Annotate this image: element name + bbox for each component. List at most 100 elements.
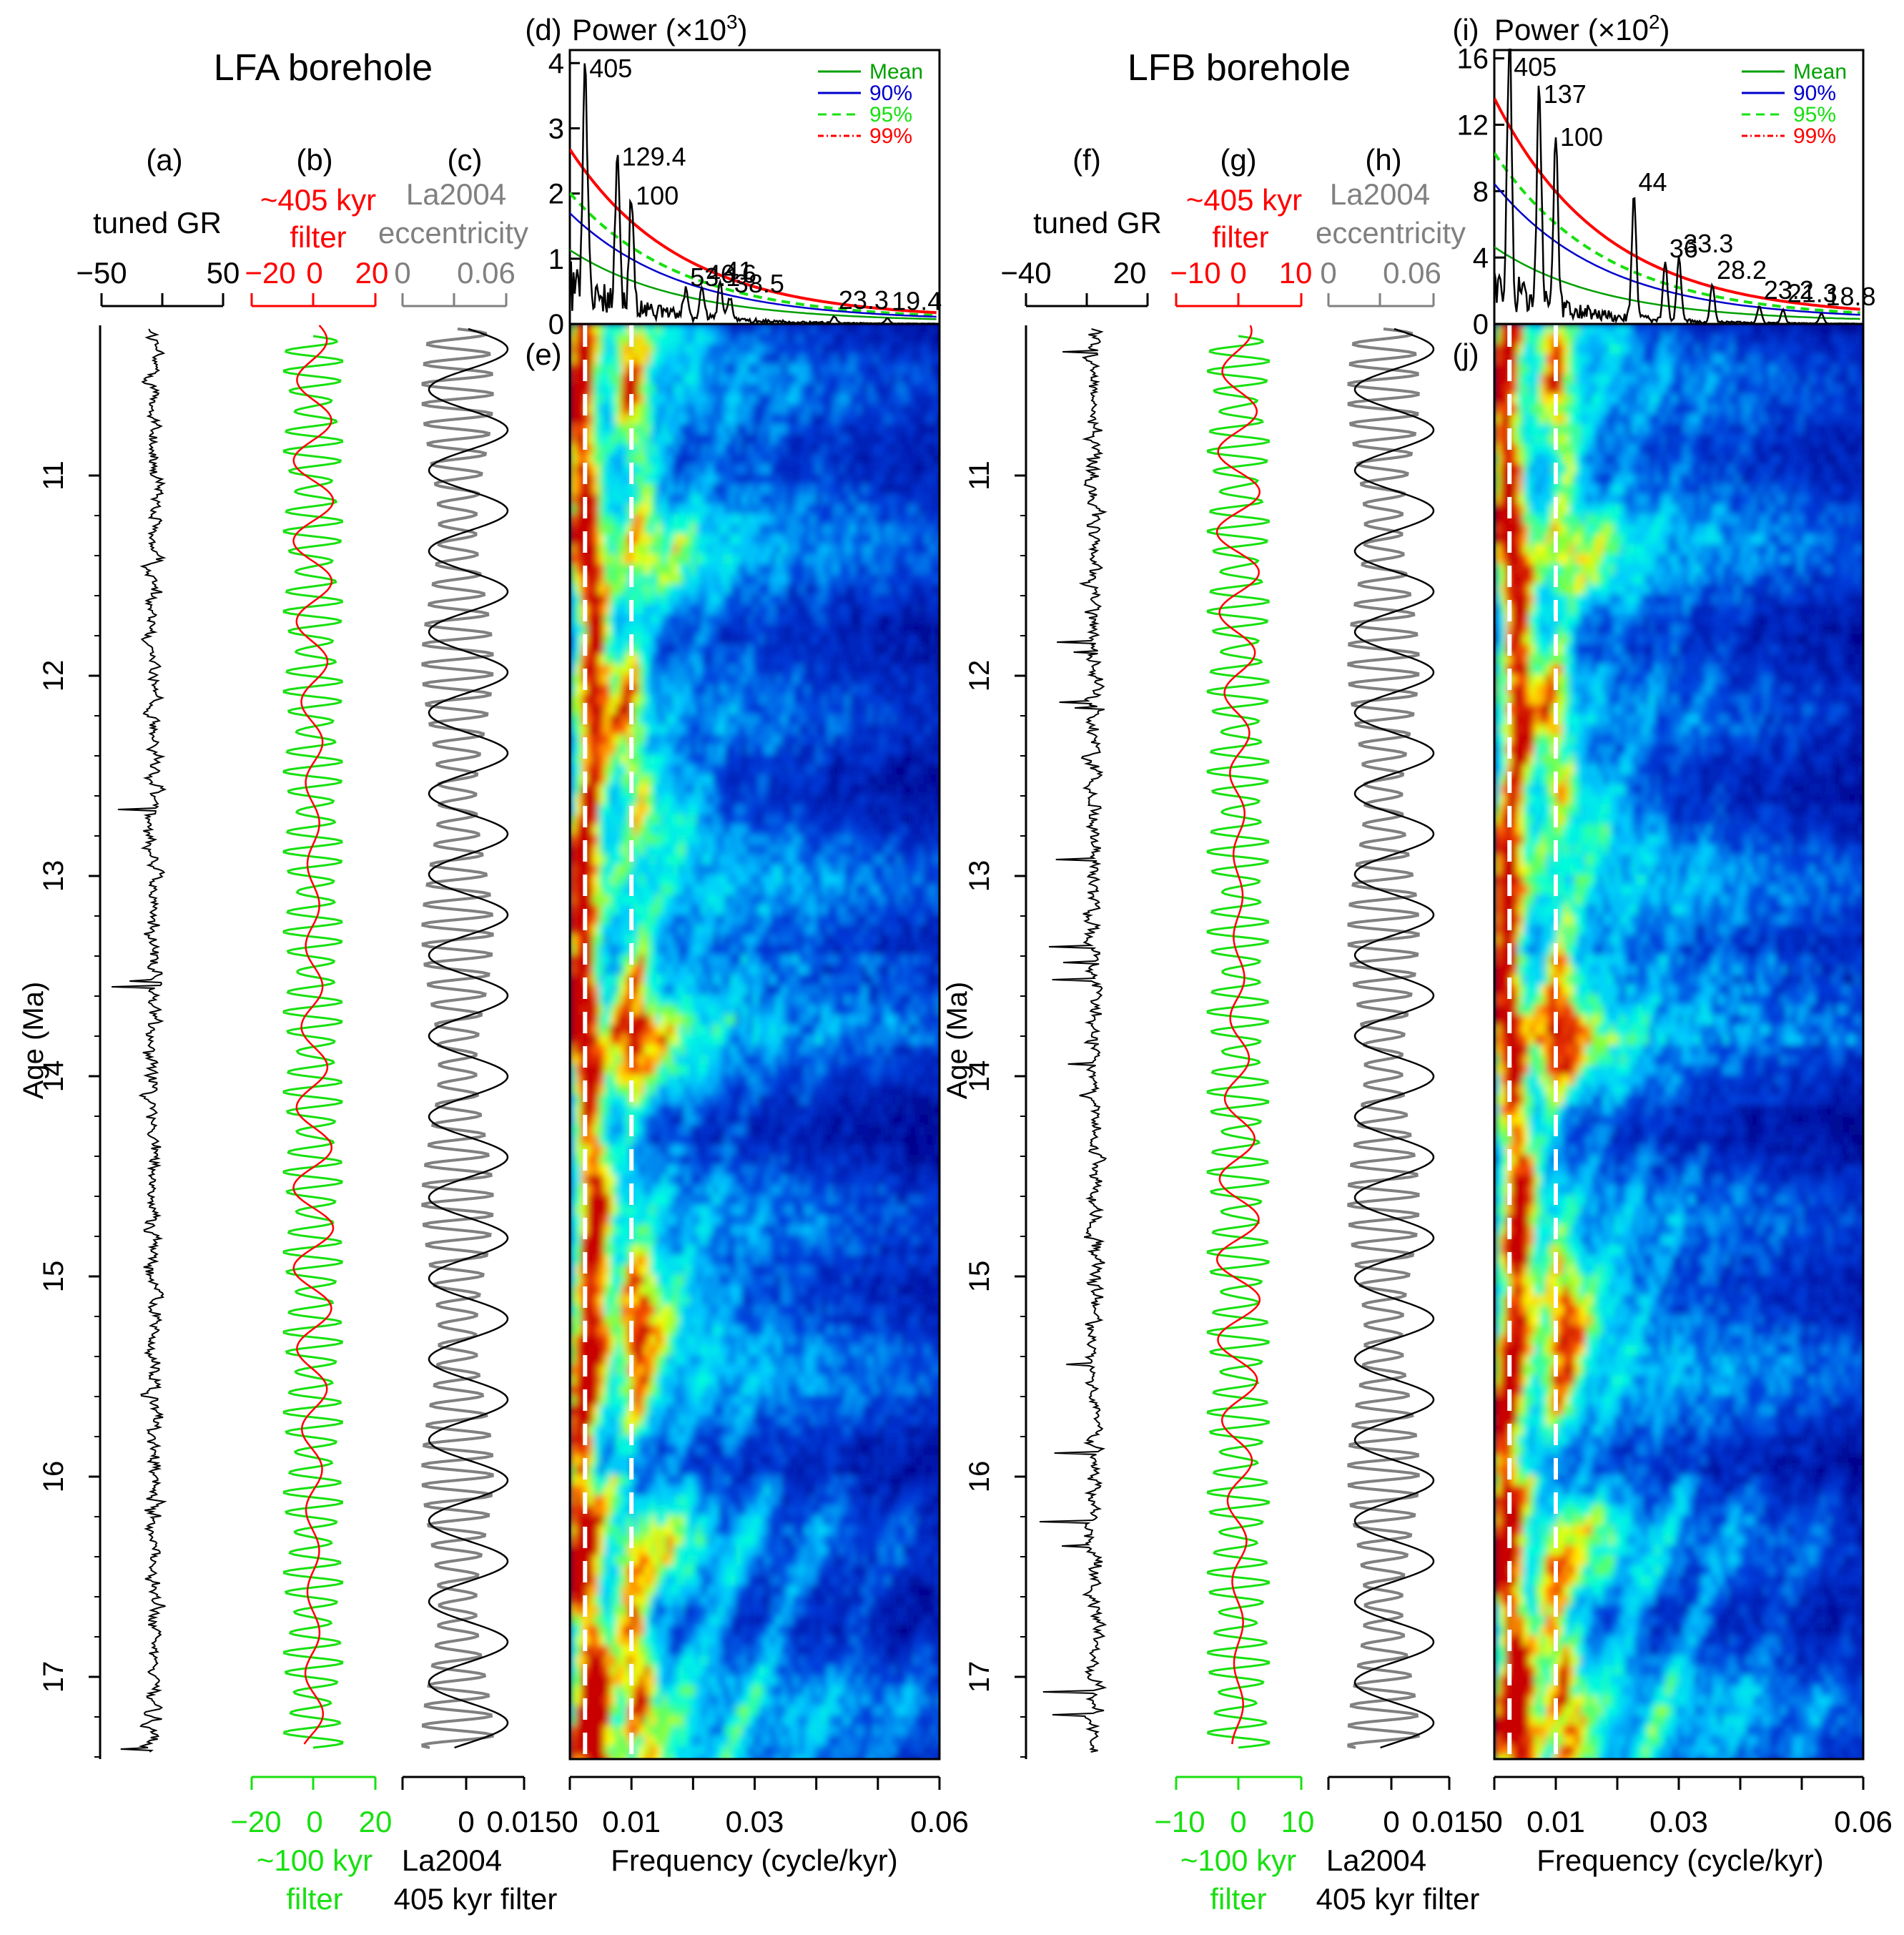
heat-cell — [862, 334, 868, 345]
heat-cell — [598, 374, 605, 385]
heat-cell — [936, 494, 939, 505]
heat-cell — [873, 344, 879, 355]
heat-cell — [679, 985, 685, 995]
heat-cell — [673, 344, 679, 355]
heat-cell — [867, 384, 874, 395]
heat-cell — [627, 834, 633, 845]
heat-cell — [696, 564, 702, 575]
heat-cell — [570, 935, 576, 945]
heat-cell — [787, 734, 794, 745]
heat-cell — [919, 664, 925, 675]
heat-cell — [873, 845, 879, 855]
heat-cell — [616, 584, 622, 595]
heat-cell — [656, 374, 662, 385]
heat-cell — [896, 634, 902, 645]
heat-cell — [787, 544, 794, 555]
heat-cell — [781, 384, 788, 395]
heat-cell — [770, 724, 776, 735]
heat-cell — [850, 855, 857, 865]
panel-i-label: (i) — [1452, 13, 1479, 46]
heat-cell — [764, 594, 771, 605]
heat-cell — [890, 574, 897, 585]
heat-cell — [724, 524, 731, 535]
heat-cell — [730, 965, 736, 975]
heat-cell — [719, 644, 725, 655]
heat-cell — [827, 604, 834, 615]
heat-cell — [621, 965, 628, 975]
age-tick-label: 16 — [38, 1461, 69, 1493]
heat-cell — [827, 564, 834, 575]
heat-cell — [816, 955, 822, 965]
heat-cell — [576, 374, 582, 385]
heat-cell — [707, 564, 714, 575]
heat-cell — [856, 364, 862, 375]
heat-cell — [902, 504, 908, 515]
heat-cell — [827, 544, 834, 555]
heat-cell — [593, 514, 599, 525]
heat-cell — [673, 1015, 679, 1025]
heat-cell — [570, 754, 576, 765]
heat-cell — [833, 1005, 839, 1015]
lfb-panel-j: (j) Frequency (cycle/kyr) — [1452, 338, 1823, 1877]
heat-cell — [627, 965, 633, 975]
heat-cell — [673, 965, 679, 975]
heat-cell — [867, 1025, 874, 1035]
heat-cell — [816, 1015, 822, 1025]
heat-cell — [616, 885, 622, 895]
heat-cell — [890, 865, 897, 875]
heat-cell — [804, 474, 811, 485]
heat-cell — [616, 454, 622, 465]
heat-cell — [753, 424, 759, 435]
heat-cell — [902, 814, 908, 825]
heat-cell — [867, 524, 874, 535]
heat-cell — [907, 434, 914, 445]
heat-cell — [896, 875, 902, 885]
heat-cell — [736, 634, 742, 645]
heat-cell — [593, 704, 599, 715]
heat-cell — [839, 744, 845, 755]
heat-cell — [799, 604, 805, 615]
heat-cell — [661, 594, 668, 605]
heat-cell — [724, 985, 731, 995]
heat-cell — [930, 614, 937, 625]
heat-cell — [919, 1015, 925, 1025]
heat-cell — [701, 594, 708, 605]
heat-cell — [610, 724, 616, 735]
heat-cell — [684, 434, 691, 445]
heat-cell — [781, 1025, 788, 1035]
heat-cell — [867, 744, 874, 755]
heat-cell — [844, 935, 851, 945]
heat-cell — [661, 704, 668, 715]
heat-cell — [873, 744, 879, 755]
heat-cell — [873, 1045, 879, 1055]
heat-cell — [690, 1035, 696, 1045]
heat-cell — [610, 845, 616, 855]
heat-cell — [810, 604, 817, 615]
heat-cell — [862, 915, 868, 925]
heat-cell — [816, 895, 822, 905]
heat-cell — [719, 604, 725, 615]
heat-cell — [850, 434, 857, 445]
heat-cell — [713, 354, 719, 365]
heat-cell — [707, 384, 714, 395]
heat-cell — [713, 1005, 719, 1015]
heat-cell — [793, 394, 799, 405]
heat-cell — [770, 1045, 776, 1055]
heat-cell — [713, 834, 719, 845]
heat-cell — [741, 985, 748, 995]
heat-cell — [930, 654, 937, 665]
heat-cell — [576, 494, 582, 505]
heat-cell — [839, 584, 845, 595]
heat-cell — [684, 524, 691, 535]
heat-cell — [804, 925, 811, 935]
heat-cell — [656, 524, 662, 535]
heat-cell — [804, 334, 811, 345]
heat-cell — [616, 704, 622, 715]
heat-cell — [576, 344, 582, 355]
panel-d-title-end: ) — [738, 13, 748, 46]
heat-cell — [593, 925, 599, 935]
heat-cell — [862, 845, 868, 855]
heat-cell — [753, 1005, 759, 1015]
heat-cell — [679, 875, 685, 885]
heat-cell — [604, 684, 611, 695]
